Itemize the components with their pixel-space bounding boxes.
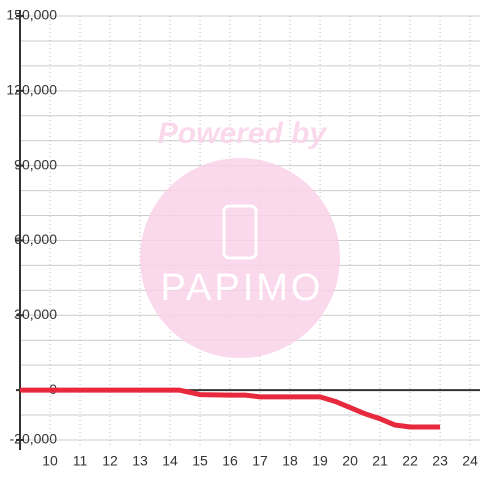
watermark: Powered by PAPIMO <box>140 117 340 358</box>
x-tick-label: 13 <box>132 453 148 469</box>
y-tick-label: 120,000 <box>6 82 57 98</box>
watermark-logo: PAPIMO <box>161 267 324 309</box>
x-tick-label: 23 <box>432 453 448 469</box>
x-tick-label: 11 <box>73 453 88 469</box>
watermark-text: Powered by <box>158 117 328 150</box>
y-tick-label: -20,000 <box>10 431 58 447</box>
y-tick-label: 90,000 <box>14 156 57 172</box>
y-tick-label: 60,000 <box>14 231 57 247</box>
x-tick-label: 22 <box>402 453 418 469</box>
plot <box>20 387 441 430</box>
x-tick-label: 24 <box>462 453 478 469</box>
x-tick-label: 19 <box>312 453 328 469</box>
y-tick-label: 30,000 <box>14 306 57 322</box>
grid: -20,000030,00060,00090,000120,000150,000… <box>6 7 480 469</box>
x-tick-label: 20 <box>342 453 358 469</box>
x-tick-label: 21 <box>372 453 388 469</box>
x-tick-label: 16 <box>222 453 238 469</box>
x-tick-label: 15 <box>192 453 208 469</box>
watermark-icon <box>222 204 258 260</box>
x-tick-label: 14 <box>162 453 178 469</box>
x-tick-label: 12 <box>102 453 118 469</box>
x-tick-label: 10 <box>42 453 58 469</box>
line <box>20 387 441 430</box>
x-tick-label: 17 <box>252 453 268 469</box>
x-tick-label: 18 <box>282 453 298 469</box>
